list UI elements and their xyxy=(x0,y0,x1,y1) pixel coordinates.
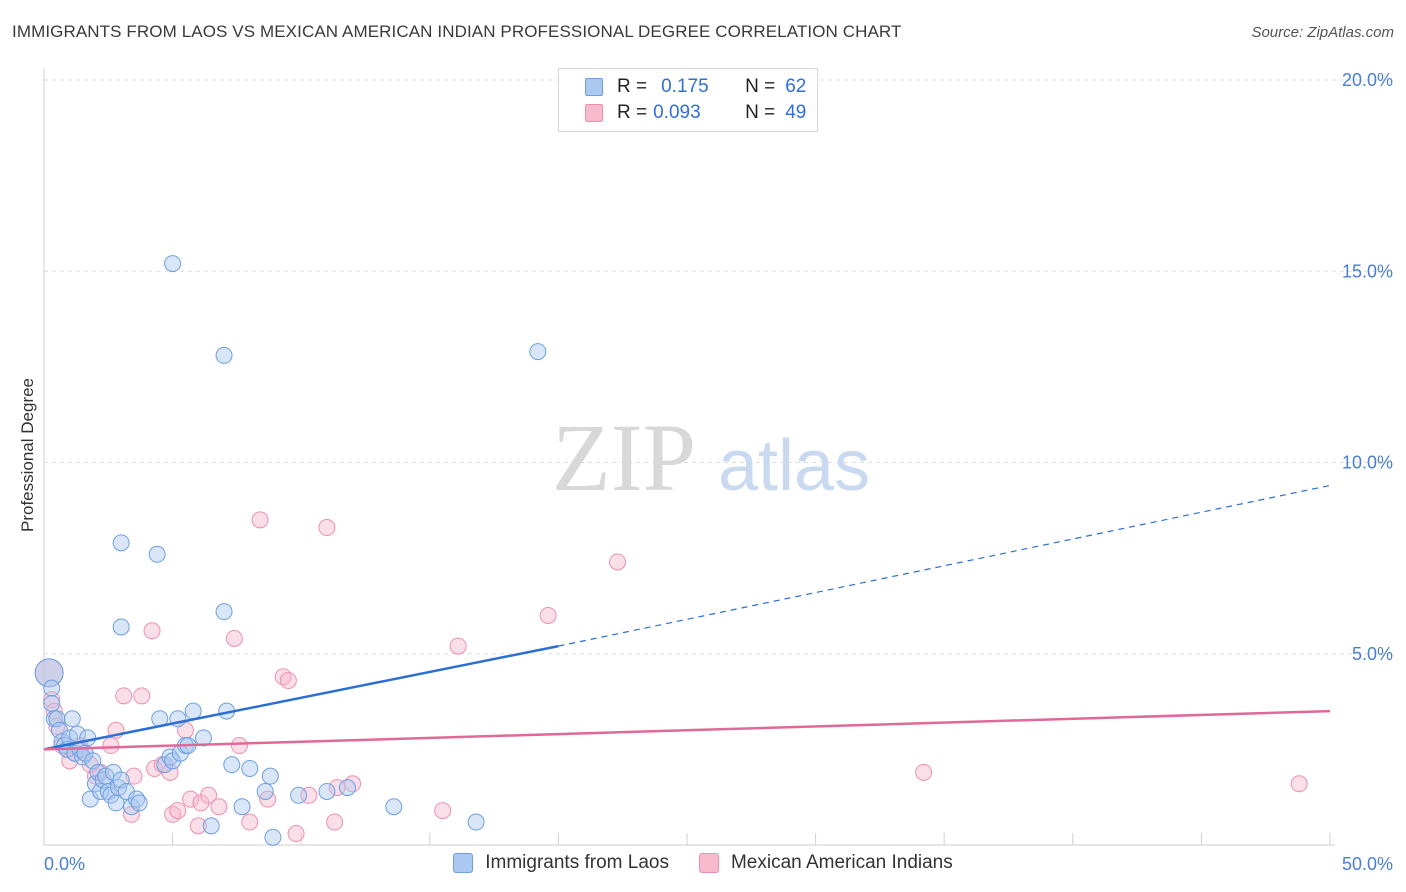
x-tick-label: 0.0% xyxy=(44,854,85,874)
legend-n-value: 62 xyxy=(785,76,807,97)
data-point xyxy=(148,545,166,563)
data-point xyxy=(539,607,557,624)
legend-r-label: R = xyxy=(617,102,648,123)
series-mexican-american-indians xyxy=(34,511,1308,843)
series-immigrants-from-laos xyxy=(34,255,547,846)
correlation-legend: R = 0.175 N = 62 R = 0.093 N = 49 xyxy=(558,68,818,132)
data-point xyxy=(182,790,200,808)
data-point xyxy=(338,779,356,797)
data-point xyxy=(915,763,933,781)
legend-swatch-blue xyxy=(585,78,603,96)
legend-r-value: 0.175 xyxy=(661,76,709,97)
data-point xyxy=(133,687,151,705)
trendline-laos xyxy=(43,644,559,751)
data-point xyxy=(290,786,308,804)
data-point xyxy=(467,813,485,831)
data-point xyxy=(210,798,228,816)
data-point xyxy=(61,729,79,747)
data-point xyxy=(318,519,336,537)
data-point xyxy=(34,658,64,688)
data-point xyxy=(264,828,282,846)
legend-r-label: R = xyxy=(617,76,648,97)
chart-title: IMMIGRANTS FROM LAOS VS MEXICAN AMERICAN… xyxy=(12,22,902,41)
source-label: Source: ZipAtlas.com xyxy=(1251,24,1394,41)
legend-n-value: 49 xyxy=(785,102,807,123)
data-point xyxy=(1290,775,1308,793)
trendline-mexican xyxy=(43,709,1331,751)
data-point xyxy=(43,679,61,697)
legend-n-label: N = xyxy=(745,102,776,123)
y-tick-label: 20.0% xyxy=(1342,70,1393,90)
data-point xyxy=(189,817,207,835)
data-point xyxy=(143,622,161,640)
legend-label-laos: Immigrants from Laos xyxy=(485,852,669,873)
legend-label-mexican: Mexican American Indians xyxy=(730,852,953,873)
data-point xyxy=(112,534,130,552)
data-point xyxy=(164,255,182,273)
data-point xyxy=(251,511,269,529)
data-point xyxy=(609,553,627,571)
x-tick-label: 50.0% xyxy=(1342,854,1393,874)
data-point xyxy=(125,767,143,785)
data-point xyxy=(233,798,251,816)
data-point xyxy=(279,672,297,690)
data-point xyxy=(169,802,187,820)
watermark-zip: ZIP xyxy=(552,404,696,511)
legend-item-laos[interactable]: Immigrants from Laos xyxy=(453,852,669,874)
series-legend: Immigrants from Laos Mexican American In… xyxy=(0,852,1406,874)
watermark: ZIP atlas xyxy=(552,404,870,511)
data-point xyxy=(115,687,133,705)
data-point xyxy=(300,786,318,804)
legend-r-value: 0.093 xyxy=(653,102,701,123)
gridlines xyxy=(44,79,1390,655)
legend-swatch-blue xyxy=(453,853,474,873)
data-point xyxy=(326,813,344,831)
data-point xyxy=(43,694,61,712)
legend-swatch-pink xyxy=(698,853,719,873)
data-point xyxy=(230,737,248,755)
data-point xyxy=(449,637,467,655)
data-point xyxy=(215,346,233,364)
data-point xyxy=(241,760,259,777)
data-point xyxy=(225,629,243,647)
y-tick-label: 10.0% xyxy=(1342,453,1393,473)
legend-swatch-pink xyxy=(585,104,603,122)
data-point xyxy=(130,794,148,812)
data-point xyxy=(194,729,212,747)
data-point xyxy=(256,782,274,800)
data-point xyxy=(112,618,130,636)
trendlines xyxy=(43,484,1331,751)
data-point xyxy=(79,729,97,747)
legend-n-label: N = xyxy=(745,76,776,97)
data-point xyxy=(215,603,233,621)
axes xyxy=(43,68,1335,846)
data-point xyxy=(102,737,120,755)
y-tick-label: 15.0% xyxy=(1342,261,1393,281)
watermark-atlas: atlas xyxy=(718,426,870,506)
tick-labels: 5.0% 10.0% 15.0% 20.0% 0.0% 50.0% xyxy=(44,70,1393,874)
data-point xyxy=(529,343,547,361)
data-point xyxy=(184,702,202,720)
data-point xyxy=(241,813,259,831)
legend-row-laos: R = 0.175 N = 62 xyxy=(585,74,806,100)
data-point xyxy=(261,767,279,785)
data-point xyxy=(200,786,218,804)
data-point xyxy=(385,798,403,816)
legend-item-mexican[interactable]: Mexican American Indians xyxy=(698,852,953,874)
data-point xyxy=(434,802,452,820)
data-point xyxy=(318,782,336,800)
data-point xyxy=(202,817,220,835)
data-point xyxy=(287,825,305,843)
legend-row-mexican: R = 0.093 N = 49 xyxy=(585,100,806,126)
y-tick-label: 5.0% xyxy=(1352,644,1393,664)
data-point xyxy=(63,710,81,728)
data-point xyxy=(223,756,241,774)
